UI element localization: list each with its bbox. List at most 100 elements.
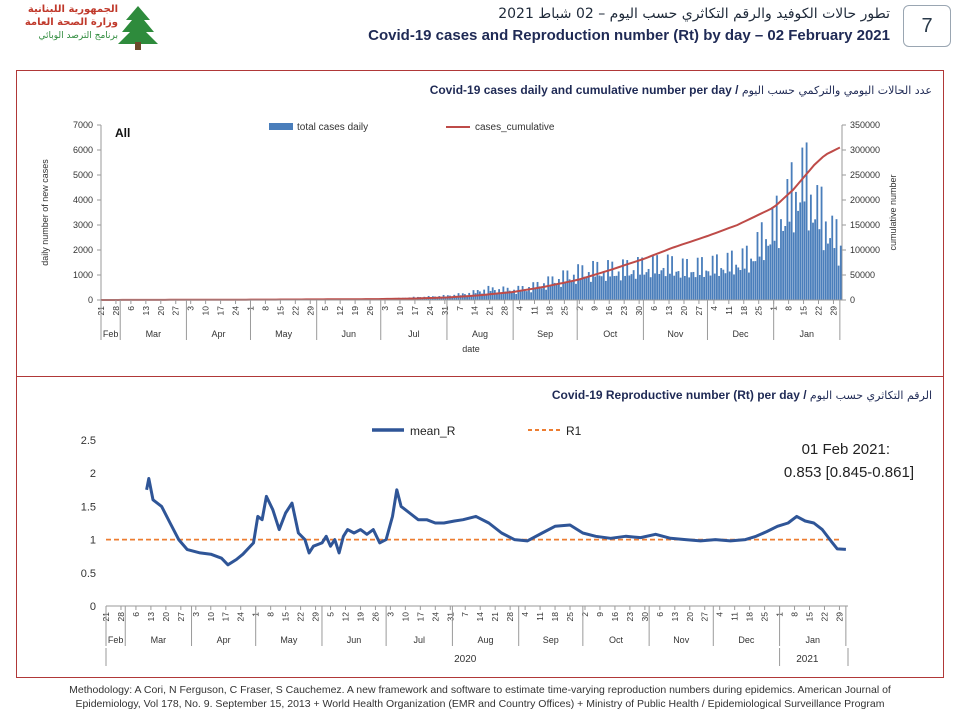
cases-y-tick-label: 2000 [73,245,93,255]
cases-bar [628,275,631,300]
cases-x-tick-label: 17 [410,306,420,316]
cases-bar [735,264,738,300]
cases-bar [709,275,712,300]
cases-bar [538,286,541,300]
cases-bar [829,238,832,300]
cases-month-label: Jul [408,329,420,339]
cases-bar [641,257,644,300]
legend-bar-label: total cases daily [297,122,368,133]
cases-bar [711,255,714,300]
cases-x-tick-label: 15 [275,306,285,316]
cases-x-tick-label: 18 [544,306,554,316]
rt-x-tick-label: 4 [520,612,530,617]
cases-bar [745,245,748,300]
cases-chart-title-ar: عدد الحالات اليومي والتركمي حسب اليوم [741,84,932,97]
rt-y-tick-label: 0 [90,601,96,613]
rt-x-tick-label: 8 [266,612,276,617]
cases-y2-tick-label: 300000 [850,145,880,155]
cases-month-label: Apr [211,329,225,339]
rt-x-tick-label: 30 [640,612,650,622]
rt-y-tick-label: 2.5 [81,435,96,447]
rt-x-tick-label: 23 [625,612,635,622]
cases-bar [760,222,763,300]
cases-month-label: Jan [800,329,815,339]
cases-bar [530,292,533,300]
cases-bar [660,270,663,300]
rt-x-tick-label: 10 [400,612,410,622]
cases-bar [743,268,746,300]
cases-y2-tick-label: 0 [850,295,855,305]
rt-x-tick-label: 15 [281,612,291,622]
rt-x-tick-label: 22 [296,612,306,622]
cases-bar [690,272,693,300]
cases-x-tick-label: 26 [365,306,375,316]
cases-bar [564,281,567,300]
rt-month-label: Feb [108,635,124,645]
cases-bar [615,275,618,300]
cases-bar [496,292,498,300]
cases-bar [455,297,458,300]
rt-x-tick-label: 16 [610,612,620,622]
panel-divider [16,376,944,377]
cases-bar [459,295,462,300]
cases-bar [645,272,648,300]
cases-bar [771,206,774,300]
cases-bar [487,285,490,300]
cases-month-label: Sep [537,329,553,339]
cases-bar [643,274,646,300]
header: الجمهورية اللبنانية وزارة الصحة العامة ب… [0,0,960,56]
cases-month-label: Oct [603,329,618,339]
cases-bar [681,258,684,300]
cases-bar [555,284,558,300]
cases-bar [803,201,806,300]
cases-y-tick-label: 4000 [73,195,93,205]
cases-bar [630,274,633,300]
cases-bar [654,273,656,300]
rt-month-label: Oct [609,635,624,645]
cases-x-tick-label: 29 [305,306,315,316]
rt-x-tick-label: 20 [685,612,695,622]
legend-bar-swatch [269,123,293,130]
cases-bar [598,275,601,300]
cases-bar [523,289,526,300]
page-title: Covid-19 cases and Reproduction number (… [368,27,890,44]
cases-bar [707,271,710,300]
cases-x-tick-label: 19 [350,306,360,316]
rt-mean-r-line [145,477,846,567]
cases-x-tick-label: 20 [679,306,689,316]
rt-chart-title-ar: الرقم التكاثري حسب اليوم [809,389,932,402]
legend-r1-label: R1 [566,424,582,438]
cases-bar [596,261,599,300]
cases-bar [577,264,580,300]
rt-chart-title: Covid-19 Reproductive number (Rt) per da… [551,388,932,402]
cases-x-tick-label: 28 [500,306,510,316]
cases-month-label: May [275,329,293,339]
rt-month-label: Aug [478,635,494,645]
cases-bar [799,202,802,300]
cases-bar [769,244,772,300]
cases-bar [551,276,554,300]
cases-y2-tick-label: 50000 [850,270,875,280]
rt-x-tick-label: 6 [655,612,665,617]
rt-x-tick-label: 19 [355,612,365,622]
cases-bar [587,272,590,300]
cases-x-tick-label: 28 [111,306,121,316]
rt-x-tick-label: 11 [730,612,740,621]
cases-y-axis-label: daily number of new cases [40,159,50,266]
cases-bar [705,270,708,300]
cases-bar [831,215,834,300]
rt-x-tick-label: 9 [595,612,605,617]
cases-bar [782,230,785,300]
cases-month-label: Jun [341,329,356,339]
cases-x-tick-label: 24 [425,306,435,316]
cases-bar [619,280,622,300]
cases-bar [617,271,620,300]
methodology-footer: Methodology: A Cori, N Ferguson, C Frase… [20,683,940,711]
cases-bar [696,257,699,300]
cases-bar [583,276,586,300]
rt-year-label: 2021 [796,654,819,665]
cases-bar [662,267,665,300]
cases-x-tick-label: 29 [828,306,838,316]
cases-bar [822,250,825,300]
cases-month-label: Feb [103,329,119,339]
